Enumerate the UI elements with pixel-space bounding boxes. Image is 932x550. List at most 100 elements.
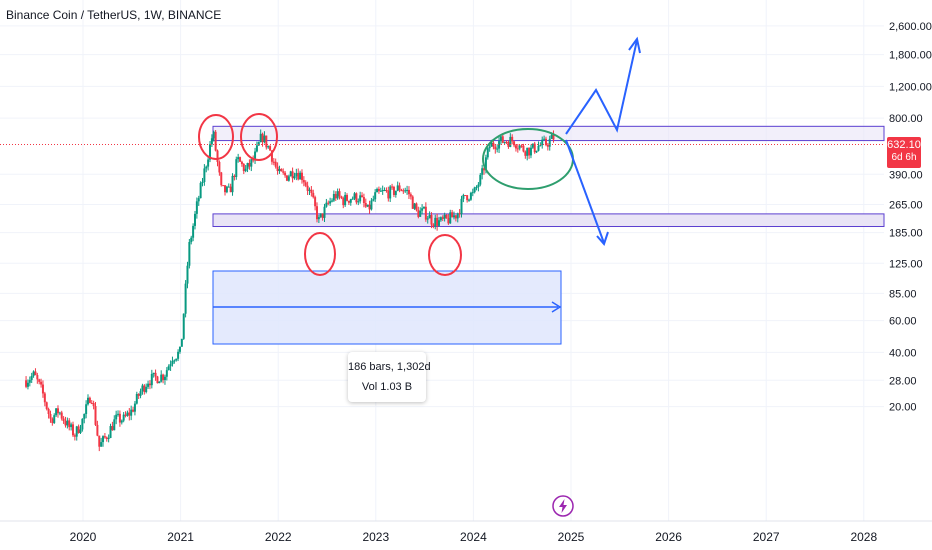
candle-body <box>282 171 285 173</box>
candle-body <box>79 429 82 433</box>
candle-body <box>102 436 105 443</box>
candle-body <box>270 150 273 162</box>
candle-body <box>331 200 334 202</box>
y-tick-label: 2,600.00 <box>889 21 932 33</box>
y-tick-label: 20.00 <box>889 402 917 414</box>
candle-body <box>88 397 91 403</box>
y-tick-label: 85.00 <box>889 288 917 300</box>
candle-body <box>537 145 540 151</box>
candle-body <box>370 200 373 210</box>
candle-body <box>111 426 114 431</box>
candle-body <box>336 191 339 199</box>
candle-body <box>41 384 44 394</box>
support-zone <box>212 213 885 228</box>
candle-body <box>261 133 264 143</box>
candle-body <box>327 202 330 204</box>
candle-body <box>274 161 277 167</box>
candle-body <box>462 195 465 199</box>
candle-body <box>477 184 480 188</box>
candle-body <box>381 190 384 192</box>
candle-body <box>524 151 527 156</box>
candle-body <box>51 418 54 424</box>
candle-body <box>492 142 495 147</box>
candle-body <box>163 376 166 381</box>
candle-body <box>389 186 392 199</box>
candle-body <box>173 360 176 362</box>
candle-body <box>148 383 151 386</box>
candle-body <box>248 162 251 167</box>
candle-body <box>304 182 307 186</box>
candle-body <box>280 169 283 172</box>
candle-body <box>68 420 71 428</box>
candle-body <box>58 412 61 414</box>
candle-body <box>34 371 37 376</box>
candle-body <box>415 203 418 211</box>
candle-body <box>180 338 183 347</box>
candle-body <box>255 145 258 152</box>
candle-body <box>210 138 213 145</box>
lightning-icon[interactable] <box>552 495 574 517</box>
candle-body <box>126 412 129 416</box>
candle-body <box>400 190 403 192</box>
candle-body <box>391 186 394 188</box>
candle-body <box>287 176 290 181</box>
candle-body <box>182 313 185 339</box>
x-tick-label: 2021 <box>167 530 194 544</box>
candle-body <box>379 190 382 192</box>
candle-body <box>137 393 140 396</box>
candle-body <box>212 131 215 139</box>
candle-body <box>240 161 243 165</box>
candle-body <box>351 198 354 200</box>
candle-body <box>233 175 236 177</box>
candle-body <box>209 144 212 160</box>
candle-body <box>147 383 150 387</box>
candle-body <box>323 206 326 218</box>
candle-body <box>460 198 463 215</box>
candle-body <box>133 403 136 412</box>
candle-body <box>325 202 328 207</box>
candle-body <box>188 242 191 266</box>
candle-body <box>479 174 482 185</box>
candle-body <box>361 195 364 198</box>
candle-body <box>192 225 195 238</box>
candle-body <box>321 213 324 218</box>
candle-body <box>436 217 439 226</box>
x-tick-label: 2025 <box>558 530 585 544</box>
candle-body <box>227 186 230 188</box>
candle-body <box>257 142 260 146</box>
y-tick-label: 265.00 <box>889 199 923 211</box>
candle-body <box>113 419 116 431</box>
candle-body <box>359 195 362 202</box>
last-price-value: 632.10 <box>887 139 921 151</box>
candle-body <box>299 172 302 180</box>
candle-body <box>428 214 431 219</box>
candle-body <box>36 375 39 380</box>
y-tick-label: 1,200.00 <box>889 81 932 93</box>
candle-body <box>419 210 422 217</box>
candle-body <box>548 138 551 147</box>
candle-body <box>392 186 395 195</box>
candle-body <box>90 402 93 404</box>
candle-body <box>346 195 349 201</box>
candle-body <box>383 190 386 192</box>
candle-body <box>340 196 343 199</box>
candle-body <box>310 189 313 193</box>
candle-body <box>422 206 425 209</box>
candle-body <box>291 171 294 179</box>
candle-body <box>203 168 206 183</box>
candle-body <box>306 185 309 191</box>
y-tick-label: 28.00 <box>889 375 917 387</box>
candle-body <box>514 145 517 149</box>
candle-body <box>278 169 281 172</box>
highlight-circle <box>198 114 234 160</box>
candle-body <box>77 426 80 433</box>
candle-body <box>471 192 474 194</box>
candle-body <box>167 366 170 371</box>
candle-body <box>83 414 86 419</box>
x-tick-label: 2022 <box>265 530 292 544</box>
bar-countdown: 6d 6h <box>891 152 917 163</box>
projection-up-head <box>628 36 641 54</box>
candle-body <box>175 358 178 361</box>
